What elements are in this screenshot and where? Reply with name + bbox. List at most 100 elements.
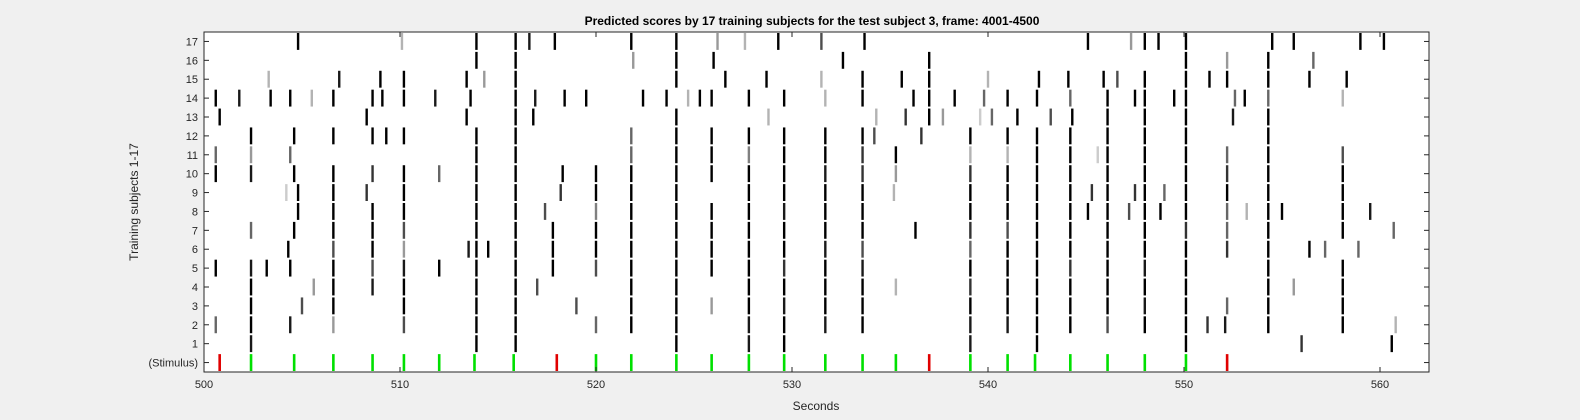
score-mark — [1069, 259, 1072, 277]
score-mark — [1006, 203, 1009, 220]
stimulus-target-mark — [861, 354, 864, 371]
score-mark — [861, 221, 864, 239]
score-mark — [249, 221, 253, 239]
score-mark — [1133, 184, 1137, 201]
score-mark — [1267, 240, 1270, 258]
x-tick-label: 530 — [783, 379, 801, 391]
score-mark — [1208, 70, 1211, 88]
score-mark — [675, 335, 678, 353]
score-mark — [782, 146, 786, 164]
y-tick-label: 3 — [192, 301, 198, 313]
score-mark — [214, 146, 217, 164]
score-mark — [1035, 203, 1039, 220]
stimulus-target-mark — [402, 354, 406, 371]
score-mark — [551, 259, 555, 277]
score-mark — [475, 184, 478, 201]
score-mark — [487, 240, 490, 258]
score-mark — [1143, 70, 1146, 88]
score-mark — [332, 127, 335, 145]
score-mark — [551, 221, 555, 239]
score-mark — [1067, 70, 1070, 88]
score-mark — [594, 259, 598, 277]
score-mark — [1006, 221, 1009, 239]
score-mark — [675, 146, 678, 164]
y-tick-label: 14 — [186, 93, 198, 105]
score-mark — [782, 335, 786, 353]
score-mark — [1267, 51, 1270, 69]
score-mark — [514, 51, 517, 69]
score-mark — [900, 70, 903, 88]
score-mark — [1267, 70, 1270, 88]
score-mark — [1106, 240, 1109, 258]
stimulus-target-mark — [437, 354, 441, 371]
score-mark — [675, 259, 678, 277]
score-mark — [559, 184, 562, 201]
y-tick-label: 8 — [192, 206, 198, 218]
score-mark — [475, 127, 478, 145]
score-mark — [1133, 89, 1137, 107]
score-mark — [969, 146, 972, 164]
score-mark — [861, 259, 864, 277]
score-mark — [332, 297, 335, 315]
score-mark — [928, 108, 931, 126]
score-mark — [285, 184, 288, 201]
score-mark — [402, 203, 406, 220]
score-mark — [402, 259, 406, 277]
score-mark — [585, 89, 588, 107]
score-mark — [1106, 278, 1109, 296]
score-mark — [747, 259, 751, 277]
score-mark — [1341, 184, 1344, 201]
score-mark — [514, 127, 517, 145]
score-mark — [861, 240, 864, 258]
score-mark — [675, 240, 678, 258]
score-mark — [1184, 146, 1188, 164]
chart-title: Predicted scores by 17 training subjects… — [585, 14, 1040, 28]
score-mark — [969, 297, 972, 315]
score-mark — [782, 127, 786, 145]
score-mark — [1173, 89, 1176, 107]
score-mark — [928, 89, 931, 107]
score-mark — [289, 89, 292, 107]
score-mark — [1069, 221, 1072, 239]
score-mark — [238, 89, 241, 107]
score-mark — [1035, 221, 1039, 239]
score-mark — [824, 146, 827, 164]
stimulus-nontarget-mark — [555, 354, 559, 371]
stimulus-target-mark — [629, 354, 633, 371]
score-mark — [1341, 221, 1344, 239]
score-mark — [1069, 240, 1072, 258]
score-mark — [402, 221, 406, 239]
score-mark — [1243, 89, 1246, 107]
score-mark — [1006, 127, 1009, 145]
score-mark — [1143, 221, 1146, 239]
score-mark — [1106, 146, 1109, 164]
score-mark — [292, 165, 296, 183]
score-mark — [1157, 33, 1160, 50]
score-mark — [1267, 316, 1270, 334]
score-mark — [332, 259, 335, 277]
score-mark — [982, 89, 986, 107]
score-mark — [269, 89, 272, 107]
score-mark — [861, 278, 864, 296]
score-mark — [1341, 146, 1344, 164]
score-mark — [1369, 203, 1372, 220]
score-mark — [747, 184, 751, 201]
score-mark — [894, 165, 898, 183]
score-mark — [1225, 240, 1229, 258]
score-mark — [1116, 70, 1119, 88]
score-mark — [724, 70, 727, 88]
stimulus-nontarget-mark — [1225, 354, 1229, 371]
score-mark — [1225, 165, 1229, 183]
score-mark — [402, 240, 406, 258]
score-mark — [875, 108, 878, 126]
score-mark — [534, 89, 537, 107]
score-mark — [1184, 108, 1188, 126]
score-mark — [514, 278, 517, 296]
score-mark — [824, 203, 827, 220]
stimulus-target-mark — [782, 354, 786, 371]
score-mark — [332, 278, 335, 296]
score-mark — [1280, 203, 1284, 220]
score-mark — [475, 203, 478, 220]
score-mark — [402, 316, 406, 334]
